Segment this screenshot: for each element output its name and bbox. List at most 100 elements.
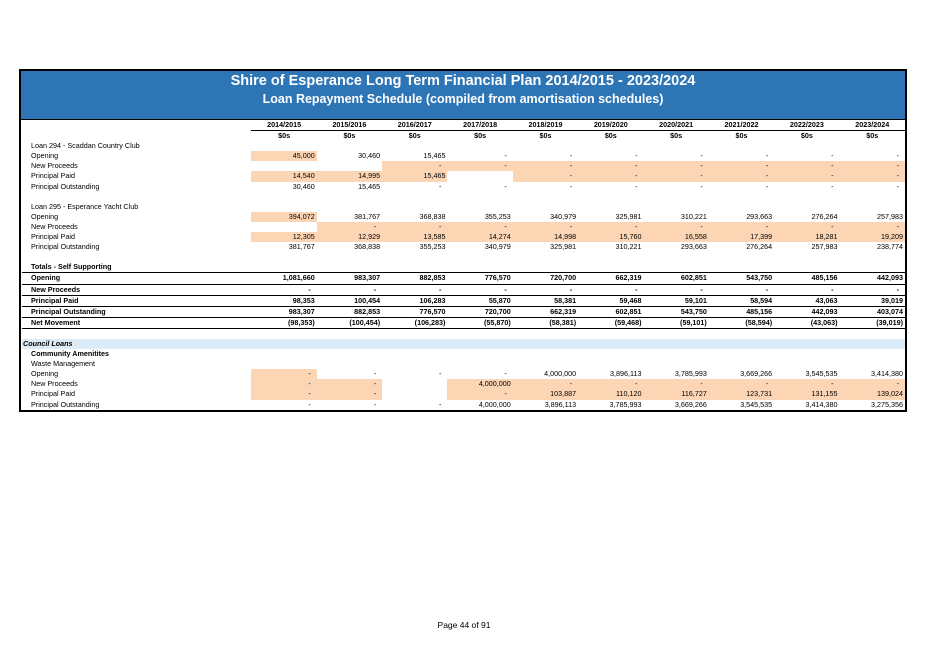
cell-value: 720,700 bbox=[512, 272, 579, 285]
cell-value: - bbox=[896, 181, 899, 191]
cell-value: 485,156 bbox=[774, 272, 840, 285]
cell-value: 18,281 bbox=[774, 232, 840, 243]
cell-value: - bbox=[447, 389, 513, 400]
cell-value: 442,093 bbox=[774, 306, 840, 318]
row-label: Opening bbox=[31, 151, 59, 161]
loan-table: 2014/2015 2015/2016 2016/2017 2017/2018 2018… bbox=[22, 120, 905, 410]
group-title: Loan 295 - Esperance Yacht Club bbox=[31, 201, 139, 211]
cell-value: 15,465 bbox=[423, 151, 446, 161]
cell-value: 543,750 bbox=[708, 272, 775, 285]
unit-header: $0s bbox=[670, 131, 683, 141]
table-row: Net Movement (98,353) (100,454) (106,283) (5… bbox=[22, 317, 905, 329]
cell-value: 4,000,000 bbox=[478, 399, 511, 409]
cell-value: 381,767 bbox=[288, 242, 315, 252]
cell-value: - bbox=[774, 171, 840, 182]
cell-value: 116,727 bbox=[643, 389, 709, 400]
cell-value: 12,305 bbox=[251, 232, 317, 243]
cell-value: 485,156 bbox=[708, 306, 775, 318]
row-label: Principal Outstanding bbox=[31, 242, 100, 252]
cell-value: 15,760 bbox=[578, 232, 644, 243]
table-row: Principal Outstanding 30,460 15,465 - - - - - - -… bbox=[22, 182, 905, 192]
cell-value: 355,253 bbox=[419, 242, 446, 252]
cell-value bbox=[447, 171, 512, 181]
cell-value bbox=[251, 161, 316, 171]
cell-value: 30,460 bbox=[358, 151, 381, 161]
cell-value: 340,979 bbox=[550, 211, 577, 221]
cell-value: 110,120 bbox=[578, 389, 644, 400]
row-label: Principal Paid bbox=[31, 171, 75, 181]
cell-value: - bbox=[316, 379, 383, 390]
unit-header: $0s bbox=[474, 131, 487, 141]
table-row: New Proceeds - - - - - - - - bbox=[22, 161, 905, 172]
cell-value: 310,221 bbox=[680, 211, 707, 221]
unit-header: $0s bbox=[866, 131, 879, 141]
cell-value: (98,353) bbox=[251, 317, 317, 329]
cell-value: 543,750 bbox=[643, 306, 709, 318]
spacer-row bbox=[22, 328, 905, 339]
cell-value: 106,283 bbox=[382, 295, 448, 307]
table-row: Principal Paid 98,353 100,454 106,283 55,870… bbox=[22, 295, 905, 307]
cell-value: 276,264 bbox=[811, 211, 838, 221]
cell-value: 276,264 bbox=[746, 242, 773, 252]
cell-value: - bbox=[512, 161, 579, 172]
cell-value: 14,540 bbox=[251, 171, 317, 182]
table-row: Principal Paid 14,540 14,995 15,465- - - - - - bbox=[22, 171, 905, 182]
cell-value: - bbox=[512, 379, 579, 390]
unit-header: $0s bbox=[539, 131, 552, 141]
cell-value: 368,838 bbox=[354, 242, 381, 252]
row-label: New Proceeds bbox=[22, 284, 252, 296]
unit-header: $0s bbox=[408, 131, 421, 141]
table-row: Principal Paid 12,305 12,929 13,585 14,274 14… bbox=[22, 232, 905, 243]
cell-value: 776,570 bbox=[382, 306, 448, 318]
row-label: Principal Outstanding bbox=[31, 181, 100, 191]
cell-value: - bbox=[439, 369, 442, 379]
section-row: Council Loans bbox=[22, 338, 905, 350]
row-label: Principal Paid bbox=[31, 389, 75, 399]
cell-value: - bbox=[578, 171, 644, 182]
cell-value: 55,870 bbox=[447, 295, 513, 307]
cell-value: 662,319 bbox=[512, 306, 579, 318]
table-row: New Proceeds - -4,000,000- - - - - - bbox=[22, 379, 905, 390]
year-header: 2020/2021 bbox=[643, 120, 709, 132]
cell-value: 100,454 bbox=[316, 295, 383, 307]
cell-value: 123,731 bbox=[708, 389, 775, 400]
cell-value: 325,981 bbox=[550, 242, 577, 252]
cell-value: 16,558 bbox=[643, 232, 709, 243]
cell-value: - bbox=[635, 181, 638, 191]
row-label: Principal Paid bbox=[22, 295, 252, 307]
page-number: Page 44 of 91 bbox=[437, 620, 491, 630]
year-header: 2023/2024 bbox=[839, 120, 905, 132]
cell-value: - bbox=[251, 389, 317, 400]
cell-value: 12,929 bbox=[316, 232, 383, 243]
cell-value: - bbox=[708, 379, 775, 390]
cell-value: - bbox=[512, 221, 579, 233]
cell-value: 257,983 bbox=[877, 211, 903, 221]
cell-value: (58,594) bbox=[708, 317, 775, 329]
cell-value: - bbox=[643, 171, 709, 182]
table-row: Principal Outstanding 381,767 368,838 355,2… bbox=[22, 242, 905, 252]
year-header: 2016/2017 bbox=[382, 120, 448, 132]
group-title-row: Totals - Self Supporting bbox=[22, 262, 905, 274]
row-label: Opening bbox=[22, 272, 252, 285]
cell-value: - bbox=[578, 379, 644, 390]
cell-value: - bbox=[578, 221, 644, 233]
cell-value: - bbox=[896, 151, 899, 161]
cell-value: - bbox=[700, 181, 703, 191]
unit-header: $0s bbox=[278, 131, 291, 141]
cell-value: - bbox=[569, 181, 573, 191]
cell-value: - bbox=[774, 379, 840, 390]
cell-value: 3,545,535 bbox=[740, 399, 773, 409]
cell-value: - bbox=[569, 151, 573, 161]
unit-header-row: $0s $0s $0s $0s $0s $0s $0s $0s $0s $0s bbox=[22, 131, 905, 142]
cell-value: - bbox=[512, 284, 579, 296]
group-title: Loan 294 - Scaddan Country Club bbox=[31, 141, 140, 151]
cell-value: 293,663 bbox=[680, 242, 707, 252]
cell-value: 381,767 bbox=[354, 211, 381, 221]
table-row: Opening 45,000 30,460 15,465 - - - - - - - bbox=[22, 151, 905, 162]
cell-value: - bbox=[373, 369, 377, 379]
cell-value: 59,468 bbox=[578, 295, 644, 307]
cell-value: - bbox=[708, 221, 775, 233]
cell-value: - bbox=[316, 221, 383, 233]
cell-value: 4,000,000 bbox=[544, 369, 577, 379]
cell-value: 3,545,535 bbox=[805, 369, 838, 379]
